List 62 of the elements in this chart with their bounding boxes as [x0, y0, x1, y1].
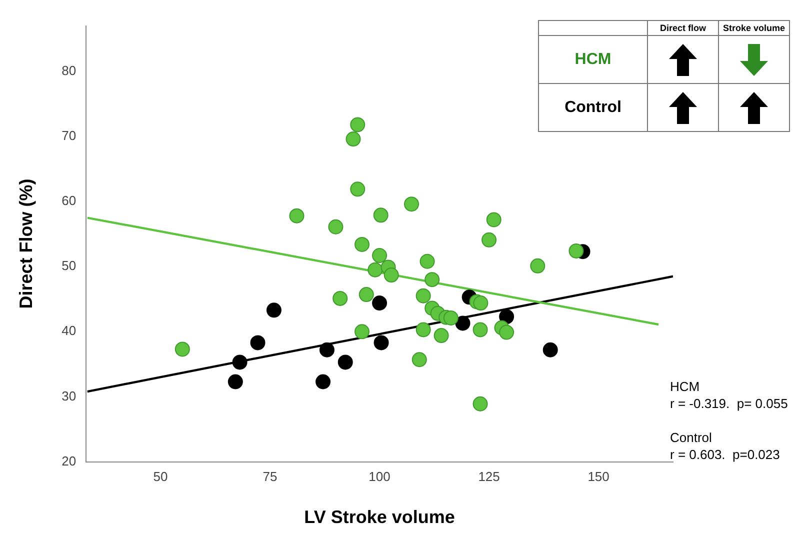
point	[434, 328, 449, 344]
point	[443, 310, 458, 326]
x-tick-label: 50	[153, 469, 168, 484]
point	[472, 396, 488, 412]
point	[420, 254, 435, 269]
point	[338, 354, 353, 370]
point	[486, 212, 502, 228]
y-tick-label: 80	[62, 62, 76, 78]
point	[232, 354, 248, 370]
point	[319, 342, 334, 358]
x-tick-label: 150	[588, 469, 610, 484]
point	[354, 236, 370, 252]
annotation: Direct flow	[648, 20, 718, 36]
point	[332, 290, 348, 306]
y-tick-label: 70	[62, 128, 76, 144]
point	[328, 219, 344, 234]
text: HCM	[538, 36, 648, 84]
point	[473, 296, 488, 311]
y-tick-label: 60	[62, 193, 76, 208]
point	[416, 288, 431, 304]
annotation: Control r = 0.603. p=0.023	[670, 429, 781, 463]
text: Stroke volume	[718, 20, 790, 36]
point	[250, 335, 266, 350]
point	[358, 287, 374, 302]
y-tick-label: 40	[62, 323, 76, 338]
x-tick-label: 100	[368, 469, 390, 484]
point	[372, 296, 388, 311]
y-tick-label: 50	[62, 258, 76, 274]
point	[354, 324, 370, 340]
point	[412, 352, 427, 368]
y-tick-label: 20	[62, 453, 76, 468]
point	[266, 302, 282, 318]
point	[499, 324, 514, 340]
point	[542, 342, 558, 358]
point	[568, 243, 584, 258]
point	[350, 117, 366, 132]
point	[289, 208, 304, 224]
text: Control	[538, 84, 648, 132]
point	[404, 196, 420, 212]
y-tick-label: 30	[62, 388, 76, 404]
point	[530, 258, 546, 274]
annotation: HCM r = -0.319. p= 0.055	[670, 378, 788, 412]
point	[374, 335, 389, 350]
point	[350, 182, 366, 197]
x-tick-label: 75	[262, 469, 278, 484]
point	[416, 322, 431, 338]
point	[373, 208, 388, 223]
x-axis-title: LV Stroke volume	[304, 507, 455, 528]
point	[482, 232, 497, 248]
y-axis-title: Direct Flow (%)	[16, 178, 36, 309]
x-tick-label: 125	[478, 469, 500, 484]
point	[384, 268, 399, 283]
point	[346, 132, 361, 147]
point	[368, 262, 383, 278]
point	[472, 322, 488, 338]
point	[455, 316, 470, 331]
point	[372, 248, 388, 264]
point	[499, 309, 514, 324]
point	[316, 374, 331, 390]
point	[424, 272, 440, 288]
point	[228, 374, 243, 390]
point	[174, 342, 190, 357]
